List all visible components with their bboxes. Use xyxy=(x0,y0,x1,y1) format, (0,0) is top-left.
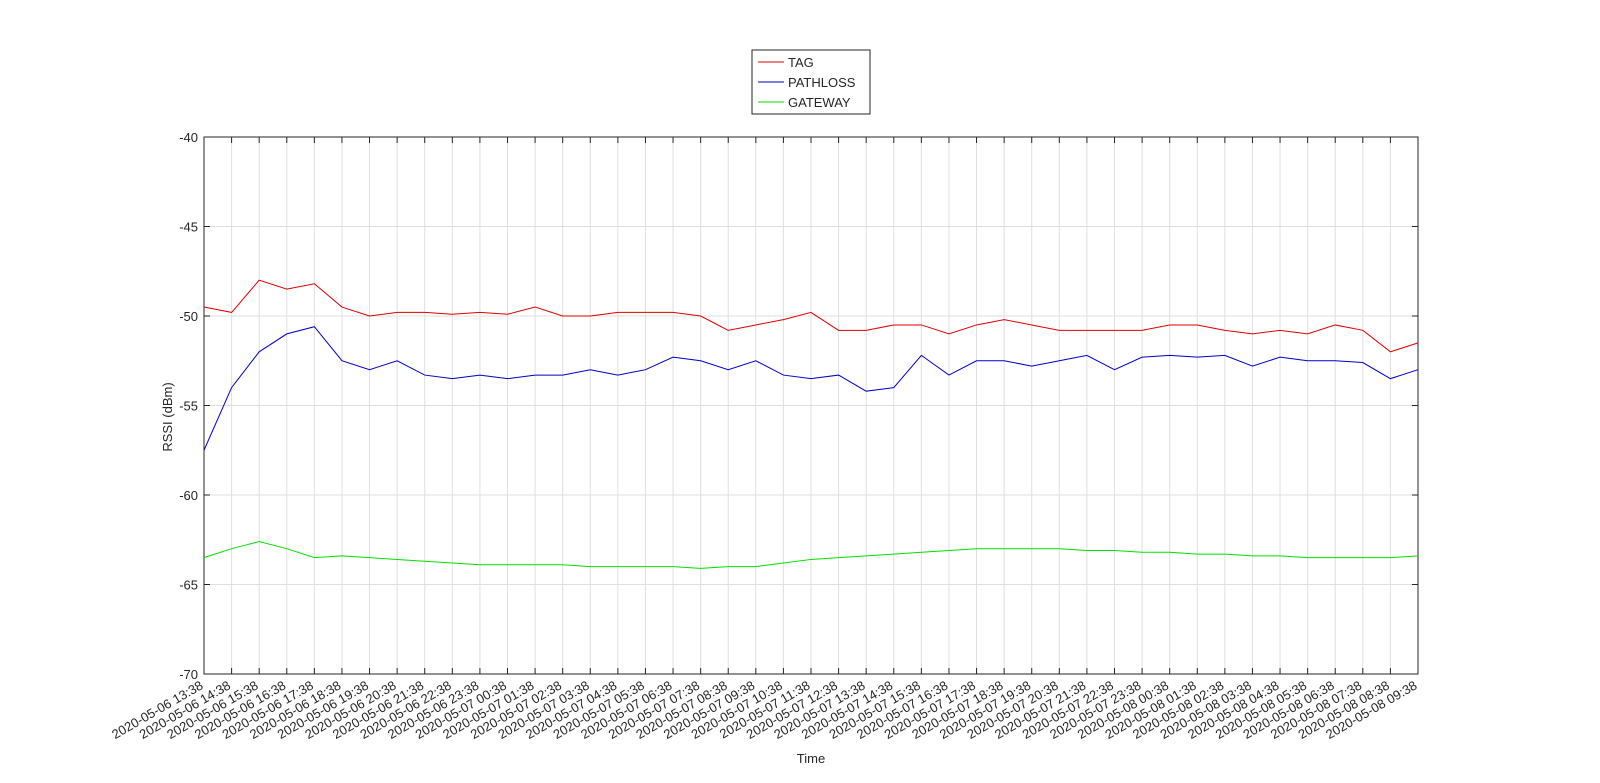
y-tick-label: -40 xyxy=(179,130,198,145)
series-line xyxy=(203,326,1419,451)
plot-frame xyxy=(203,136,1419,675)
legend-label: PATHLOSS xyxy=(788,75,856,90)
series-line xyxy=(203,541,1419,569)
y-tick-label: -45 xyxy=(179,220,198,235)
y-axis-label: RSSI (dBm) xyxy=(160,382,175,451)
y-tick-label: -65 xyxy=(179,578,198,593)
y-tick-label: -50 xyxy=(179,309,198,324)
y-tick-label: -70 xyxy=(179,667,198,682)
series-line xyxy=(203,279,1419,353)
y-tick-label: -55 xyxy=(179,399,198,414)
x-axis-label: Time xyxy=(797,751,825,766)
legend-label: TAG xyxy=(788,55,814,70)
y-tick-label: -60 xyxy=(179,488,198,503)
legend-label: GATEWAY xyxy=(788,95,851,110)
